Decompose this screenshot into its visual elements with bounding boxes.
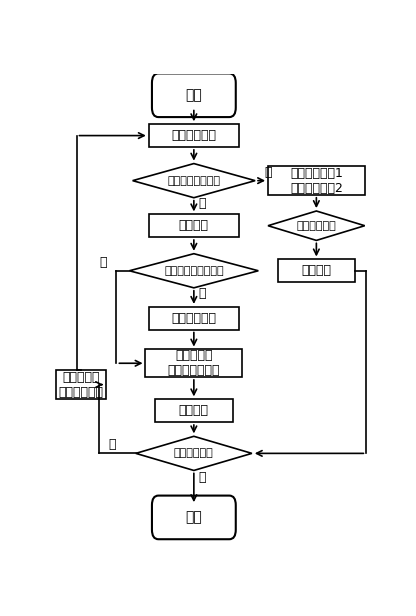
Text: 是否选择自动设置: 是否选择自动设置 xyxy=(167,176,220,185)
Text: 手动测试: 手动测试 xyxy=(179,219,209,232)
Text: 是: 是 xyxy=(198,287,206,300)
Text: 自动测试方案1
自动测试方案2: 自动测试方案1 自动测试方案2 xyxy=(290,167,343,195)
Text: 测试足否完成: 测试足否完成 xyxy=(174,448,214,458)
Text: 选择测试方案: 选择测试方案 xyxy=(297,221,336,231)
Text: 开始: 开始 xyxy=(186,88,202,102)
Text: 测试方法选择: 测试方法选择 xyxy=(171,129,216,142)
Text: 设置断电开关: 设置断电开关 xyxy=(171,312,216,325)
Text: 否: 否 xyxy=(198,197,206,210)
Text: 否: 否 xyxy=(108,439,115,452)
Text: 是否断电开关机测试: 是否断电开关机测试 xyxy=(164,265,224,276)
Text: 是: 是 xyxy=(264,166,272,179)
Text: 开始测试: 开始测试 xyxy=(179,404,209,417)
Text: 开始测试: 开始测试 xyxy=(301,264,332,277)
Text: 否: 否 xyxy=(100,256,107,269)
Text: 是: 是 xyxy=(198,471,206,484)
Text: 结束: 结束 xyxy=(186,511,202,524)
Text: 检查装置连
接，重新开机: 检查装置连 接，重新开机 xyxy=(59,371,104,399)
Text: 设置计数器
设置开关机延时: 设置计数器 设置开关机延时 xyxy=(168,349,220,377)
